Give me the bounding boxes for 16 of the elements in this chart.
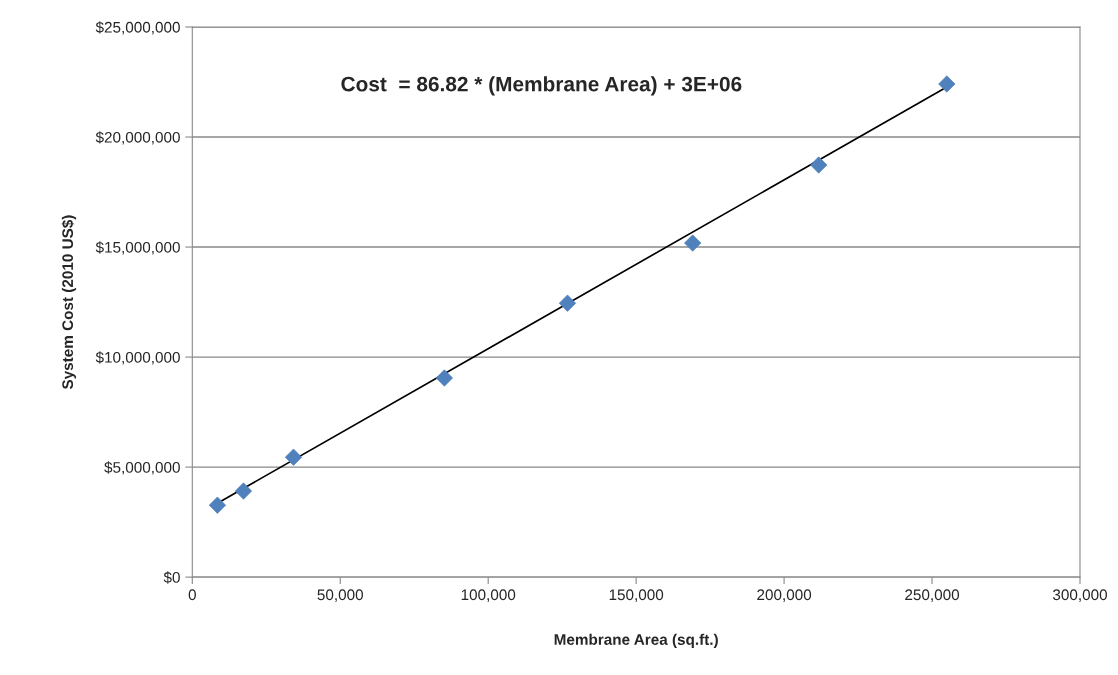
annotation: Cost = 86.82 * (Membrane Area) + 3E+06: [341, 76, 742, 96]
x-tick-label: 200,000: [757, 589, 812, 602]
x-tick-label: 50,000: [317, 589, 364, 602]
x-axis-title: Membrane Area (sq.ft.): [554, 633, 718, 648]
y-tick-label: $15,000,000: [95, 241, 180, 255]
x-tick-label: 250,000: [905, 589, 960, 602]
y-tick-label: $10,000,000: [95, 351, 180, 365]
x-tick-label: 300,000: [1052, 589, 1108, 602]
x-tick-label: 100,000: [461, 589, 516, 602]
y-tick-label: $5,000,000: [104, 461, 180, 475]
y-tick-label: $0: [163, 571, 180, 584]
x-tick-label: 150,000: [609, 589, 664, 602]
y-tick-label: $25,000,000: [95, 21, 180, 35]
y-axis-title: System Cost (2010 US$): [61, 215, 77, 390]
x-tick-label: 0: [188, 589, 196, 601]
y-tick-label: $20,000,000: [95, 131, 180, 145]
